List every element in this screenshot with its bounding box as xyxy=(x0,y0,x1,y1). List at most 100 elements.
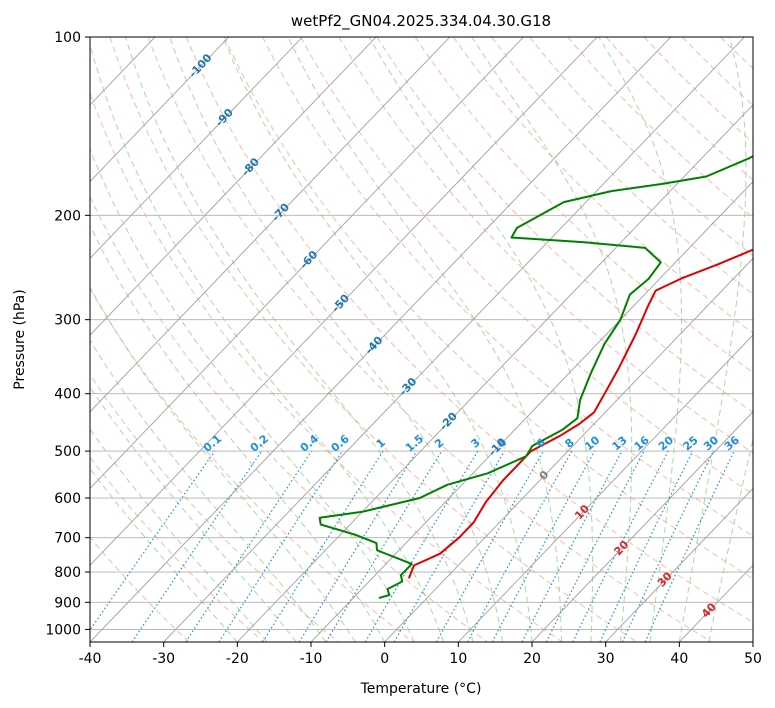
moist-adiabat-line xyxy=(90,428,268,642)
x-tick-label: -20 xyxy=(226,651,249,667)
y-tick-label: 300 xyxy=(54,313,81,329)
mixing-ratio-label: 8 xyxy=(562,436,576,451)
dry-adiabat-line xyxy=(224,37,753,580)
isotherm-line xyxy=(90,37,451,413)
dry-adiabat-line xyxy=(643,37,753,144)
mixing-ratio-line xyxy=(435,450,544,642)
mixing-ratio-line xyxy=(572,450,669,642)
temperature-profile-line xyxy=(407,248,753,579)
moist-adiabat-line xyxy=(124,37,474,642)
y-tick-label: 700 xyxy=(54,531,81,547)
x-tick-label: 0 xyxy=(380,651,389,667)
mixing-ratio-line xyxy=(131,450,263,642)
isotherm-line xyxy=(90,37,672,642)
mixing-ratio-label: 20 xyxy=(656,433,676,453)
dry-adiabat-line xyxy=(491,37,753,295)
mixing-ratio-line xyxy=(90,450,216,632)
y-tick-label: 600 xyxy=(54,491,81,507)
mixing-ratio-line xyxy=(644,450,735,642)
moist-adiabat-line xyxy=(708,436,753,642)
y-axis: 100 200 300 400 500 600 700 800 900 1000 xyxy=(45,30,90,638)
moist-adiabat-line xyxy=(90,42,445,642)
isotherm-line xyxy=(458,334,753,642)
dry-adiabat-line xyxy=(90,91,563,642)
mixing-ratio-label: 1 xyxy=(374,436,388,451)
mixing-ratio-line xyxy=(466,450,573,642)
mixing-ratio-label: 3 xyxy=(468,436,482,451)
dry-adiabat-line xyxy=(90,373,339,642)
isotherm-line xyxy=(90,37,230,183)
x-axis: -40 -30 -20 -10 0 10 20 30 40 50 xyxy=(79,642,762,667)
isotherm-line xyxy=(0,37,8,642)
moist-adiabat-line xyxy=(222,37,533,642)
mixing-ratio-label: 2 xyxy=(432,436,446,451)
moist-adiabat-line xyxy=(169,37,503,642)
isotherm-line xyxy=(90,37,524,490)
x-tick-label: -10 xyxy=(300,651,323,667)
isotherm-line xyxy=(237,104,753,642)
moist-adiabat-line xyxy=(90,385,297,642)
x-tick-label: 10 xyxy=(449,651,467,667)
moist-adiabat-line xyxy=(598,37,682,642)
mixing-ratio-line xyxy=(218,450,344,642)
mixing-ratio-label: 30 xyxy=(701,433,721,453)
isotherm-line xyxy=(90,37,377,336)
isotherm-line xyxy=(90,37,303,259)
dry-adiabat-line xyxy=(681,37,753,106)
x-axis-label: Temperature (°C) xyxy=(360,681,482,697)
dry-adiabat-line xyxy=(720,37,753,70)
moist-adiabat-line xyxy=(287,37,562,642)
plot-frame xyxy=(89,36,754,643)
y-axis-label: Pressure (hPa) xyxy=(12,289,28,389)
isotherm-line xyxy=(679,564,753,642)
plot-background-lines xyxy=(0,37,775,642)
isotherm-line xyxy=(531,411,753,642)
isotherm-line xyxy=(310,180,753,642)
dry-adiabat-line xyxy=(300,37,753,495)
dry-adiabat-line xyxy=(759,37,775,642)
mixing-ratio-line xyxy=(364,450,479,642)
dry-adiabat-line xyxy=(376,37,753,413)
dry-adiabat-line xyxy=(605,37,753,181)
y-tick-label: 500 xyxy=(54,444,81,460)
x-tick-label: 20 xyxy=(523,651,541,667)
moist-adiabat-line xyxy=(678,37,747,642)
isotherm-line xyxy=(163,37,745,642)
moist-adiabat-line xyxy=(90,224,386,642)
mixing-ratio-label: 13 xyxy=(610,434,630,454)
dry-adiabat-line xyxy=(90,287,414,642)
mixing-ratio-label: 25 xyxy=(681,434,701,454)
dry-adiabat-line xyxy=(90,195,488,642)
dry-adiabat-line xyxy=(90,536,190,642)
y-tick-label: 400 xyxy=(54,387,81,403)
y-tick-label: 200 xyxy=(54,208,81,224)
y-tick-label: 800 xyxy=(54,565,81,581)
series-layer xyxy=(318,155,753,599)
dry-adiabat-line xyxy=(147,37,712,642)
moist-adiabat-line xyxy=(90,147,415,642)
dewpoint-profile-line xyxy=(318,155,753,599)
dry-adiabat-line xyxy=(529,37,753,257)
isotherm-line xyxy=(752,641,753,642)
mixing-ratio-line xyxy=(325,450,443,642)
dry-adiabat-line xyxy=(414,37,753,374)
x-tick-label: -40 xyxy=(79,651,102,667)
y-tick-label: 100 xyxy=(54,30,81,46)
moist-adiabat-line xyxy=(90,286,356,642)
annotation-layer: 0.1 0.2 0.4 0.6 1 1.5 2 3 4 6 8 10 13 16 20 25 30 36-100-… xyxy=(186,51,742,620)
x-tick-label: -30 xyxy=(152,651,175,667)
mixing-ratio-label: 36 xyxy=(722,433,742,453)
y-tick-label: 900 xyxy=(54,595,81,611)
y-tick-label: 1000 xyxy=(45,622,81,638)
isotherm-line xyxy=(90,37,598,566)
moist-adiabat-line xyxy=(368,37,594,642)
mixing-ratio-label: 16 xyxy=(632,433,652,453)
x-tick-label: 50 xyxy=(744,651,762,667)
chart-title: wetPf2_GN04.2025.334.04.30.G18 xyxy=(291,12,551,31)
mixing-ratio-label: 10 xyxy=(582,433,602,453)
dry-adiabat-line xyxy=(109,37,638,642)
dry-adiabat-line xyxy=(90,456,264,642)
x-tick-label: 30 xyxy=(597,651,615,667)
dry-adiabat-line xyxy=(262,37,753,537)
